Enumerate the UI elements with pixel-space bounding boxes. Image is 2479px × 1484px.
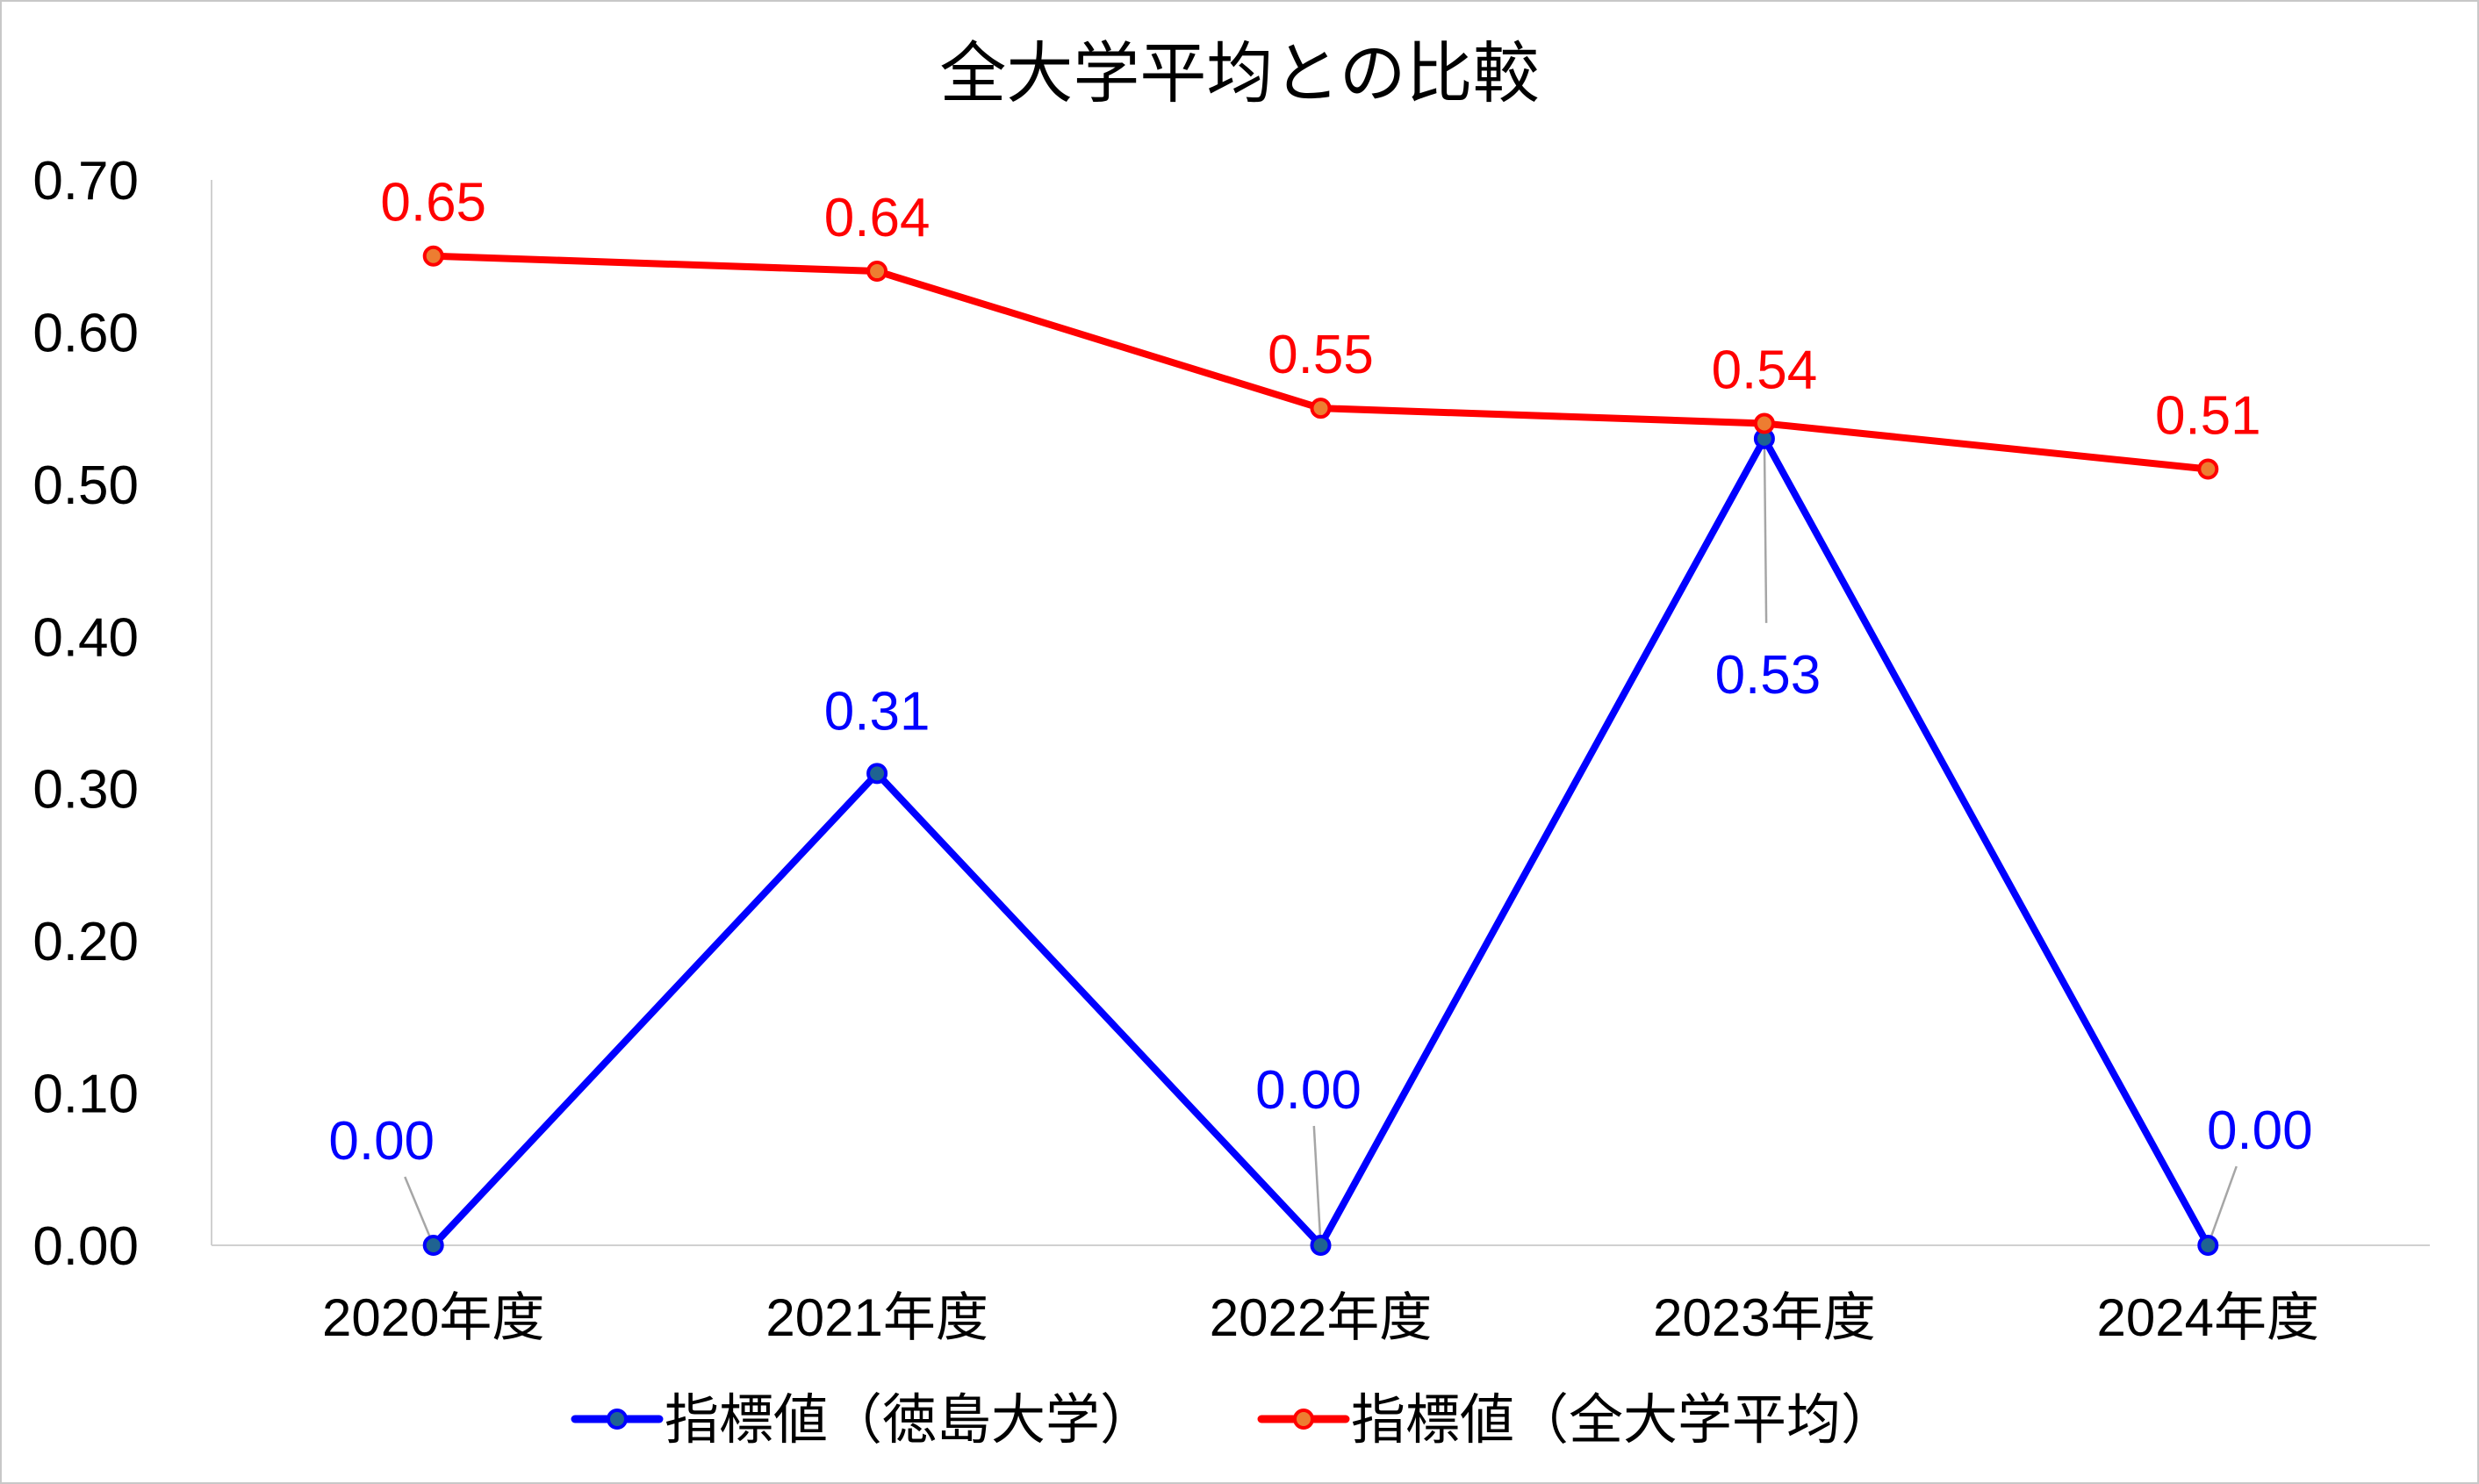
y-tick-label: 0.00 [32, 1216, 139, 1277]
x-tick-label: 2020年度 [322, 1288, 544, 1347]
leader-line [1312, 1125, 1322, 1246]
data-label: 0.65 [380, 173, 486, 233]
legend-label: 指標値（徳島大学） [665, 1390, 1154, 1451]
data-label: 0.64 [824, 188, 931, 248]
data-point-marker [422, 1235, 444, 1256]
data-label: 0.00 [328, 1111, 435, 1172]
x-tick-label: 2022年度 [1210, 1288, 1432, 1347]
x-tick-label: 2021年度 [765, 1288, 988, 1347]
legend-item-1: 指標値（全大学平均） [1257, 1390, 1895, 1451]
data-point-marker [866, 763, 888, 785]
data-point-marker [866, 261, 888, 283]
leader-line [1763, 438, 1768, 623]
data-label: 0.51 [2155, 386, 2261, 447]
y-tick-label: 0.10 [32, 1065, 139, 1125]
data-label: 0.53 [1715, 645, 1822, 706]
data-label: 0.54 [1712, 340, 1818, 400]
data-point-marker [2197, 458, 2219, 480]
x-tick-label: 2023年度 [1653, 1288, 1875, 1347]
data-point-marker [1753, 412, 1775, 434]
data-point-marker [422, 245, 444, 267]
y-tick-label: 0.40 [32, 607, 139, 668]
chart-title: 全大学平均との比較 [939, 37, 1539, 111]
legend-marker [1293, 1409, 1314, 1430]
legend-marker [607, 1409, 628, 1430]
legend-item-0: 指標値（徳島大学） [571, 1390, 1154, 1451]
series-line-0 [430, 434, 2211, 1249]
y-tick-label: 0.50 [32, 455, 139, 516]
data-label: 0.00 [1255, 1060, 1362, 1121]
y-tick-label: 0.70 [32, 151, 139, 211]
data-point-marker [2197, 1235, 2219, 1256]
data-point-marker [1310, 398, 1332, 419]
y-tick-label: 0.20 [32, 912, 139, 972]
data-label: 0.00 [2207, 1100, 2313, 1161]
x-tick-label: 2024年度 [2097, 1288, 2319, 1347]
y-tick-label: 0.60 [32, 303, 139, 363]
y-tick-label: 0.30 [32, 760, 139, 821]
data-point-marker [1310, 1235, 1332, 1256]
leader-line [2207, 1165, 2238, 1246]
data-label: 0.55 [1268, 325, 1374, 385]
leader-line [404, 1176, 435, 1246]
legend-label: 指標値（全大学平均） [1351, 1390, 1895, 1451]
data-label: 0.31 [824, 681, 931, 742]
